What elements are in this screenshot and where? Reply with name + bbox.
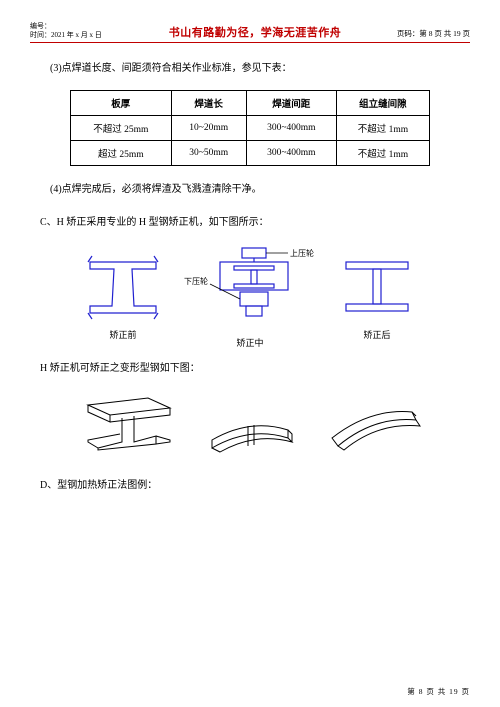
table-row: 超过 25mm 30~50mm 300~400mm 不超过 1mm <box>71 141 430 166</box>
spec-table: 板厚 焊道长 焊道间距 组立缝间隙 不超过 25mm 10~20mm 300~4… <box>70 90 430 166</box>
diagram-row-correction: 矫正前 上压轮 下压轮 <box>30 244 470 349</box>
deform-curve2-icon <box>322 390 422 460</box>
hbeam-after-icon <box>332 244 422 324</box>
diagram-before: 矫正前 <box>78 244 168 349</box>
page-footer: 第 8 页 共 19 页 <box>407 686 470 697</box>
th: 组立缝间隙 <box>336 91 429 116</box>
deform-curve1-icon <box>200 390 300 460</box>
th: 焊道长 <box>171 91 246 116</box>
table-header-row: 板厚 焊道长 焊道间距 组立缝间隙 <box>71 91 430 116</box>
header-page: 页码：第 8 页 共 19 页 <box>385 20 470 40</box>
caption-before: 矫正前 <box>78 328 168 341</box>
header-motto: 书山有路勤为径，学海无涯苦作舟 <box>125 20 385 40</box>
para-h: H 矫正机可矫正之变形型钢如下图： <box>30 357 470 380</box>
th: 焊道间距 <box>246 91 336 116</box>
diagram-during: 上压轮 下压轮 矫正中 <box>180 244 320 349</box>
caption-during: 矫正中 <box>180 336 320 349</box>
doc-header: 编号： 时间：2021 年 x 月 x 日 书山有路勤为径，学海无涯苦作舟 页码… <box>30 20 470 43</box>
th: 板厚 <box>71 91 172 116</box>
caption-after: 矫正后 <box>332 328 422 341</box>
deform-ibeam-icon <box>78 390 178 460</box>
upper-roller-label: 上压轮 <box>290 248 314 258</box>
header-left: 编号： 时间：2021 年 x 月 x 日 <box>30 20 125 40</box>
para-3: (3)点焊道长度、间距须符合相关作业标准，参见下表： <box>30 57 470 80</box>
para-4: (4)点焊完成后，必须将焊渣及飞溅渣清除干净。 <box>30 178 470 201</box>
serial-label: 编号： <box>30 22 125 31</box>
diagram-row-deform <box>30 390 470 460</box>
hbeam-before-icon <box>78 244 168 324</box>
table-row: 不超过 25mm 10~20mm 300~400mm 不超过 1mm <box>71 116 430 141</box>
time-line: 时间：2021 年 x 月 x 日 <box>30 31 125 40</box>
para-c: C、H 矫正采用专业的 H 型钢矫正机，如下图所示： <box>30 211 470 234</box>
hbeam-during-icon: 上压轮 下压轮 <box>180 244 320 332</box>
diagram-after: 矫正后 <box>332 244 422 349</box>
para-d: D、型钢加热矫正法图例： <box>30 474 470 497</box>
lower-roller-label: 下压轮 <box>184 276 208 286</box>
